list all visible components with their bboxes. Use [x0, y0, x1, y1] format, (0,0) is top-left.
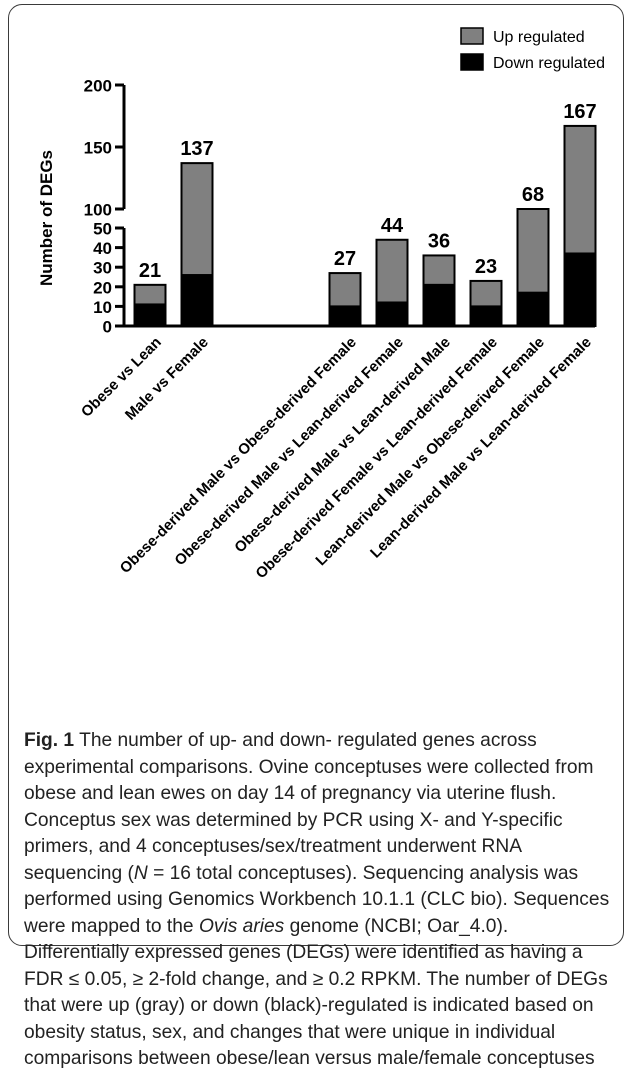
figure-caption: Fig. 1 The number of up- and down- regul… [24, 728, 612, 1073]
bar-total-label: 68 [522, 184, 544, 206]
bar-down-regulated [328, 305, 362, 327]
y-tick-label: 40 [93, 239, 112, 258]
bar-up-regulated [328, 272, 362, 308]
bar-up-regulated [422, 254, 456, 286]
x-tick-label: Male vs Female [122, 334, 212, 424]
y-tick-label: 200 [84, 77, 112, 96]
bar-up-regulated [563, 124, 597, 255]
y-axis-label: Number of DEGs [37, 150, 56, 286]
bar-down-regulated [469, 305, 503, 327]
bar-total-label: 137 [180, 138, 213, 160]
bar-down-regulated [180, 274, 214, 328]
bar-down-regulated [563, 252, 597, 327]
legend-swatch [460, 53, 484, 71]
legend-label: Down regulated [493, 55, 605, 72]
bar-up-regulated [133, 283, 167, 306]
bar-up-regulated [469, 279, 503, 308]
caption-text-2: = 16 total conceptuses). Sequencing anal… [24, 862, 610, 937]
bar-total-label: 27 [334, 248, 356, 270]
x-tick-label: Obese vs Lean [78, 334, 165, 421]
legend-swatch [460, 27, 484, 45]
bar-up-regulated [180, 162, 214, 277]
y-tick-label: 150 [84, 139, 112, 158]
bar-up-regulated [375, 238, 409, 304]
y-tick-label: 0 [103, 318, 112, 337]
y-tick-label: 10 [93, 298, 112, 317]
y-tick-label: 20 [93, 278, 112, 297]
y-tick-label: 100 [84, 201, 112, 220]
caption-text-1: The number of up- and down- regulated ge… [24, 730, 594, 884]
caption-text-3: genome (NCBI; Oar_4.0). Differentially e… [24, 915, 608, 1070]
bar-down-regulated [133, 303, 167, 328]
bar-total-label: 23 [475, 256, 497, 278]
y-tick-label: 30 [93, 259, 112, 278]
bar-total-label: 167 [563, 101, 596, 123]
bar-total-label: 44 [381, 215, 404, 237]
bar-down-regulated [422, 283, 456, 327]
legend-label: Up regulated [493, 29, 585, 46]
bar-total-label: 36 [428, 230, 450, 252]
caption-n-symbol: N [133, 862, 148, 884]
caption-label: Fig. 1 [24, 730, 75, 751]
bar-down-regulated [516, 291, 550, 327]
y-tick-label: 50 [93, 220, 112, 239]
bar-down-regulated [375, 301, 409, 328]
figure-frame [8, 4, 624, 946]
bar-up-regulated [516, 208, 550, 294]
bar-total-label: 21 [139, 260, 161, 282]
caption-species: Ovis aries [198, 915, 285, 937]
x-tick-label: Lean-derived Male vs Lean-derived Female [367, 334, 595, 562]
x-tick-label: Obese-derived Male vs Lean-derived Male [231, 334, 453, 556]
